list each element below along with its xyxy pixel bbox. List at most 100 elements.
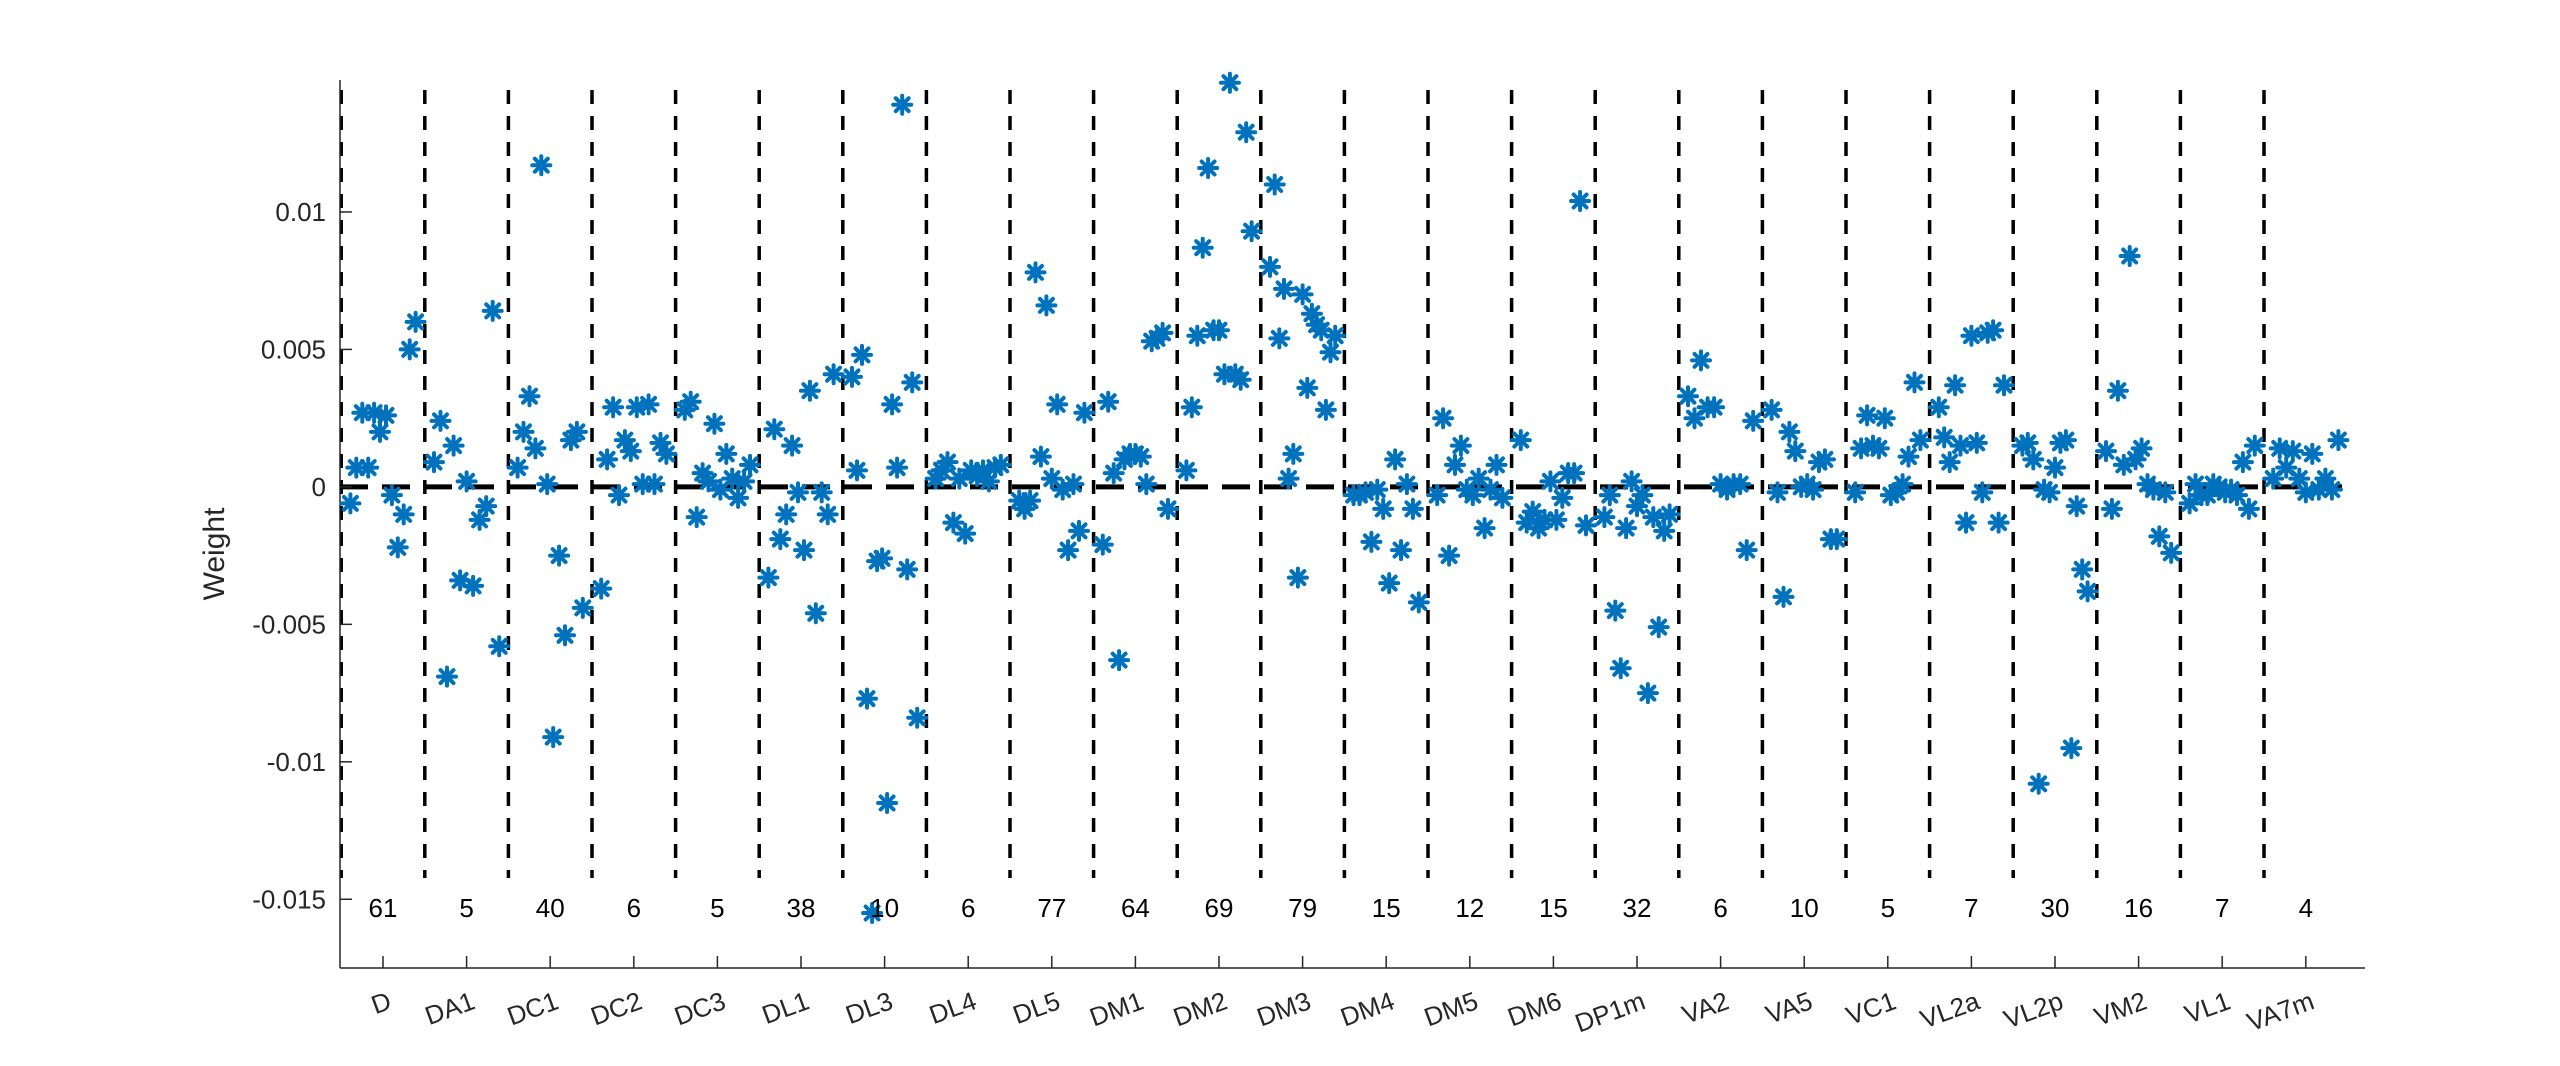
group-count-VL1: 7 (2215, 893, 2229, 923)
data-point (1658, 503, 1681, 526)
data-point (2100, 497, 2123, 520)
x-tick-label-DP1m: DP1m (1571, 985, 1649, 1038)
data-point (2237, 497, 2260, 520)
data-point (542, 726, 565, 749)
data-point (2027, 772, 2050, 795)
data-point (602, 396, 625, 419)
x-tick-label-VC1: VC1 (1842, 985, 1900, 1030)
data-point (2060, 737, 2083, 760)
data-point (1062, 473, 1085, 496)
data-point (1366, 478, 1389, 501)
data-point (871, 547, 894, 570)
data-point (1395, 473, 1418, 496)
data-point (1647, 616, 1670, 639)
data-point (475, 495, 498, 518)
data-point (1965, 431, 1988, 454)
data-point (851, 343, 873, 366)
group-count-DM4: 15 (1372, 893, 1401, 923)
axes-layer (339, 80, 2365, 969)
data-point (357, 456, 380, 479)
group-count-DL4: 6 (961, 893, 975, 923)
data-point (1432, 407, 1455, 430)
group-count-VL2a: 7 (1964, 893, 1978, 923)
data-point (1604, 599, 1627, 622)
x-tick-label-DA1: DA1 (421, 985, 479, 1030)
data-point (1097, 390, 1120, 413)
data-point (1485, 453, 1508, 476)
data-point (1268, 327, 1291, 350)
data-point (2243, 434, 2266, 457)
group-count-DM5: 12 (1455, 893, 1484, 923)
data-point (810, 481, 833, 504)
data-point (1372, 497, 1395, 520)
data-point (2301, 442, 2324, 465)
group-count-VA2: 6 (1713, 893, 1727, 923)
data-point (1677, 385, 1699, 408)
data-point (1208, 319, 1230, 342)
data-point (896, 558, 919, 581)
data-point (436, 665, 458, 688)
x-tick-label-DL5: DL5 (1009, 985, 1064, 1030)
data-point (2294, 481, 2317, 504)
data-point (739, 453, 761, 476)
data-point (1873, 407, 1896, 430)
group-count-DC3: 5 (710, 893, 724, 923)
data-point (1218, 71, 1241, 94)
group-count-DM2: 69 (1205, 893, 1234, 923)
data-point (1993, 374, 2015, 397)
data-point (1135, 473, 1158, 496)
data-point (1035, 294, 1058, 317)
data-point (1197, 157, 1220, 179)
data-point (901, 371, 924, 394)
data-point (954, 522, 977, 545)
data-point (536, 473, 559, 496)
x-tick-label-DM3: DM3 (1253, 985, 1315, 1032)
data-point (1426, 484, 1449, 507)
data-point (455, 470, 478, 493)
data-point (1903, 371, 1926, 394)
data-point (1631, 484, 1654, 507)
x-tick-label-VA2: VA2 (1678, 985, 1733, 1029)
data-point (1102, 462, 1125, 485)
data-point (2022, 448, 2045, 471)
data-point (1296, 376, 1319, 399)
data-point (2327, 429, 2350, 452)
data-point (1653, 519, 1676, 542)
data-point (1401, 497, 1424, 520)
data-point (398, 338, 421, 361)
data-point (1575, 514, 1597, 537)
data-point (2016, 431, 2039, 454)
data-point (1444, 453, 1466, 476)
data-point (1310, 319, 1333, 342)
data-point (2054, 429, 2077, 452)
data-point (596, 448, 619, 471)
data-point (1742, 409, 1765, 432)
data-point (2118, 245, 2141, 267)
data-point (1151, 321, 1174, 344)
data-point (1909, 429, 1932, 452)
data-point (1073, 401, 1096, 424)
data-point (936, 451, 959, 474)
data-point (608, 484, 630, 507)
group-count-DL1: 38 (787, 893, 816, 923)
data-point (548, 544, 571, 567)
group-count-DA1: 5 (459, 893, 473, 923)
data-point (637, 393, 660, 416)
data-point (1593, 506, 1616, 529)
y-tick-label: 0 (312, 472, 326, 502)
data-point (1825, 528, 1848, 551)
data-point (506, 456, 529, 479)
data-point (846, 459, 868, 482)
data-point (1844, 481, 1867, 504)
data-point (2065, 495, 2088, 518)
data-point (1683, 407, 1706, 430)
x-tick-label-VM2: VM2 (2090, 985, 2151, 1031)
data-point (1473, 517, 1496, 540)
x-tick-label-DL1: DL1 (758, 985, 813, 1030)
data-point (1856, 404, 1879, 427)
data-point (1891, 473, 1914, 496)
data-point (1449, 434, 1472, 457)
data-point (1642, 506, 1665, 529)
data-point (804, 602, 827, 625)
data-point (518, 385, 541, 408)
